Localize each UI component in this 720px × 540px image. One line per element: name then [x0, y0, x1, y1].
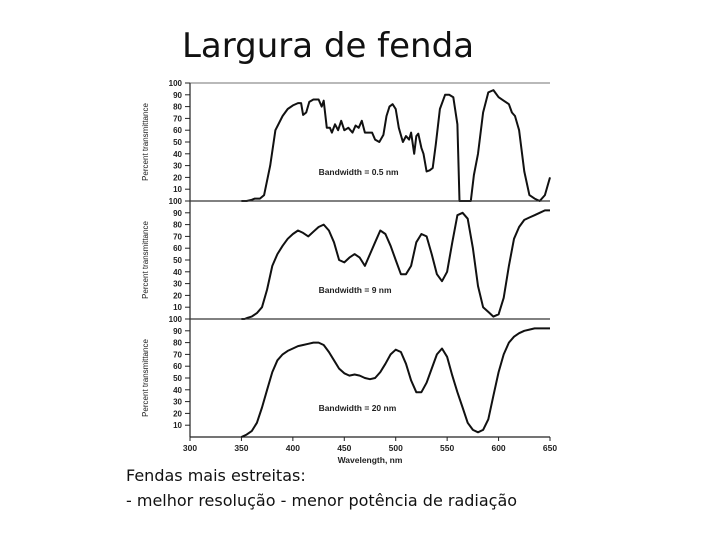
- y-tick-label: 30: [173, 162, 182, 171]
- y-tick-label: 40: [173, 150, 182, 159]
- y-tick-label: 50: [173, 374, 182, 383]
- x-tick-label: 350: [234, 443, 248, 453]
- y-tick-label: 70: [173, 232, 182, 241]
- y-tick-label: 100: [169, 315, 183, 324]
- y-tick-label: 90: [173, 209, 182, 218]
- caption-line-1: Fendas mais estreitas:: [126, 466, 306, 485]
- x-tick-label: 500: [389, 443, 403, 453]
- y-tick-label: 80: [173, 339, 182, 348]
- y-tick-label: 100: [169, 79, 183, 88]
- x-tick-label: 450: [337, 443, 351, 453]
- y-tick-label: 10: [173, 303, 182, 312]
- y-tick-label: 20: [173, 173, 182, 182]
- x-tick-label: 400: [286, 443, 300, 453]
- y-tick-label: 70: [173, 350, 182, 359]
- x-tick-label: 650: [543, 443, 557, 453]
- bandwidth-annotation: Bandwidth = 0.5 nm: [319, 167, 399, 177]
- y-tick-label: 30: [173, 398, 182, 407]
- y-tick-label: 70: [173, 114, 182, 123]
- transmittance-curve: [240, 327, 550, 438]
- y-tick-label: 80: [173, 103, 182, 112]
- transmittance-curve: [241, 209, 550, 320]
- y-axis-label: Percent transmittance: [141, 103, 150, 181]
- y-tick-label: 60: [173, 244, 182, 253]
- y-tick-label: 90: [173, 327, 182, 336]
- x-tick-label: 300: [183, 443, 197, 453]
- y-tick-label: 60: [173, 362, 182, 371]
- bandwidth-annotation: Bandwidth = 9 nm: [319, 285, 392, 295]
- y-tick-label: 20: [173, 291, 182, 300]
- y-tick-label: 30: [173, 280, 182, 289]
- y-tick-label: 10: [173, 185, 182, 194]
- y-axis-label: Percent transmittance: [141, 221, 150, 299]
- y-tick-label: 60: [173, 126, 182, 135]
- transmittance-curve: [241, 89, 551, 202]
- x-tick-label: 600: [491, 443, 505, 453]
- bandwidth-annotation: Bandwidth = 20 nm: [319, 403, 397, 413]
- y-tick-label: 10: [173, 421, 182, 430]
- slide-title: Largura de fenda: [181, 26, 475, 66]
- y-axis-label: Percent transmittance: [141, 339, 150, 417]
- y-tick-label: 80: [173, 221, 182, 230]
- x-axis-label: Wavelength, nm: [338, 455, 403, 465]
- y-tick-label: 50: [173, 256, 182, 265]
- y-tick-label: 90: [173, 91, 182, 100]
- y-tick-label: 40: [173, 386, 182, 395]
- spectra-figure: 10 20 30 40 50 60 70 80 90 100 Percent transmittan…: [141, 79, 557, 465]
- y-tick-label: 20: [173, 409, 182, 418]
- y-tick-label: 40: [173, 268, 182, 277]
- x-tick-label: 550: [440, 443, 454, 453]
- caption-line-2: - melhor resolução - menor potência de r…: [126, 491, 518, 510]
- y-tick-label: 100: [169, 197, 183, 206]
- y-tick-label: 50: [173, 138, 182, 147]
